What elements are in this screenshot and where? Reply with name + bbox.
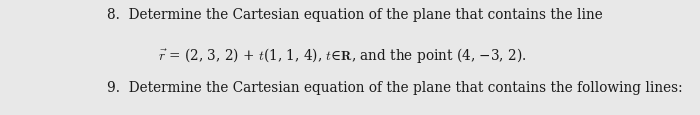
Text: 8.  Determine the Cartesian equation of the plane that contains the line: 8. Determine the Cartesian equation of t… <box>107 8 603 22</box>
Text: $\vec{r}$ = (2, 3, 2) + $t$(1, 1, 4), $t$∈$\bf{R}$, and the point (4, −3, 2).: $\vec{r}$ = (2, 3, 2) + $t$(1, 1, 4), $t… <box>158 46 526 65</box>
Text: 9.  Determine the Cartesian equation of the plane that contains the following li: 9. Determine the Cartesian equation of t… <box>107 80 682 94</box>
